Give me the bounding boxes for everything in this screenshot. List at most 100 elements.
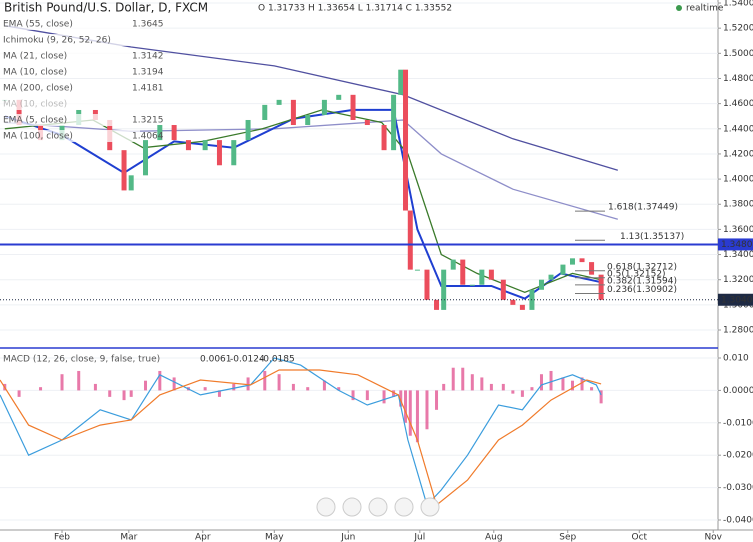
histogram-bar bbox=[489, 383, 493, 391]
histogram-bar bbox=[404, 390, 408, 423]
candle bbox=[500, 279, 506, 300]
legend-bg bbox=[0, 50, 140, 62]
x-tick-label: Feb bbox=[54, 533, 70, 542]
histogram-bar bbox=[451, 367, 455, 391]
candle bbox=[245, 119, 251, 141]
candle bbox=[598, 274, 604, 300]
y-tick-label: 1.28000 bbox=[723, 326, 753, 336]
histogram-bar bbox=[590, 387, 594, 391]
histogram-bar bbox=[435, 390, 439, 410]
x-tick-label: Oct bbox=[632, 533, 648, 542]
candle bbox=[424, 269, 430, 300]
x-tick-label: Aug bbox=[485, 533, 503, 542]
y-tick-label: 1.48000 bbox=[723, 74, 753, 84]
y-tick-label: 1.52000 bbox=[723, 24, 753, 34]
y-tick-label: 1.40000 bbox=[723, 175, 753, 185]
candle bbox=[128, 175, 134, 191]
histogram-bar bbox=[399, 390, 403, 407]
candle bbox=[548, 274, 554, 280]
y-tick-label: 1.50000 bbox=[723, 49, 753, 59]
legend-bg bbox=[0, 130, 140, 142]
zoom-in[interactable] bbox=[394, 497, 414, 517]
histogram-bar bbox=[470, 374, 474, 391]
histogram-bar bbox=[217, 390, 221, 397]
candle bbox=[202, 140, 208, 151]
histogram-bar bbox=[17, 390, 21, 397]
candle bbox=[305, 114, 311, 126]
fib-label: 0.382(1.31594) bbox=[607, 276, 677, 286]
histogram-bar bbox=[480, 377, 484, 391]
fib-label: 1.618(1.37449) bbox=[608, 203, 678, 213]
candle bbox=[589, 262, 595, 275]
y-tick-label: 1.54000 bbox=[723, 0, 753, 9]
legend-label: MA (10, close) bbox=[3, 68, 67, 78]
histogram-bar bbox=[337, 387, 341, 391]
histogram-bar bbox=[382, 390, 386, 404]
histogram-bar bbox=[277, 374, 281, 391]
legend-value: 1.3645 bbox=[132, 20, 164, 30]
x-tick-label: Apr bbox=[195, 533, 211, 542]
scroll-left[interactable] bbox=[316, 497, 336, 517]
legend-value: 1.4181 bbox=[132, 84, 164, 94]
y-tick-label: 0.0000 bbox=[723, 386, 753, 396]
scroll-right[interactable] bbox=[420, 497, 440, 517]
candle bbox=[579, 258, 585, 263]
candle bbox=[336, 94, 342, 100]
candle bbox=[398, 69, 404, 95]
indicator-line bbox=[0, 357, 602, 507]
candle bbox=[414, 269, 420, 271]
histogram-bar bbox=[263, 370, 267, 391]
candle bbox=[231, 140, 237, 166]
candle bbox=[441, 269, 447, 310]
y-tick-label: 1.44000 bbox=[723, 124, 753, 134]
histogram-bar bbox=[60, 374, 64, 391]
histogram-bar bbox=[561, 377, 565, 391]
legend-value: 1.3215 bbox=[132, 116, 164, 126]
histogram-bar bbox=[144, 380, 148, 391]
histogram-bar bbox=[77, 370, 81, 391]
legend-value: 1.3142 bbox=[132, 52, 164, 62]
candle bbox=[569, 258, 575, 265]
histogram-bar bbox=[408, 390, 412, 436]
histogram-bar bbox=[322, 380, 326, 391]
candle bbox=[538, 279, 544, 290]
zoom-controls[interactable] bbox=[316, 497, 440, 517]
candle bbox=[479, 269, 485, 285]
candle bbox=[321, 99, 327, 115]
y-tick-label: -0.0200 bbox=[723, 451, 753, 461]
histogram-bar bbox=[501, 383, 505, 391]
candle bbox=[171, 125, 177, 141]
legend-label: MA (200, close) bbox=[3, 84, 73, 94]
histogram-bar bbox=[530, 387, 534, 391]
legend-label: MA (21, close) bbox=[3, 52, 67, 62]
legend-value: 1.3194 bbox=[132, 68, 164, 78]
candle bbox=[460, 259, 466, 285]
zoom-out[interactable] bbox=[342, 497, 362, 517]
candle bbox=[157, 125, 163, 141]
histogram-bar bbox=[580, 377, 584, 391]
legend-label: Ichimoku (9, 26, 52, 26) bbox=[3, 36, 111, 46]
legend-bg bbox=[0, 66, 140, 78]
candle bbox=[381, 125, 387, 151]
candle bbox=[434, 299, 440, 310]
histogram-bar bbox=[93, 383, 97, 391]
price-tag bbox=[718, 238, 753, 251]
candle bbox=[216, 140, 222, 166]
y-tick-label: 1.42000 bbox=[723, 149, 753, 159]
fib-label: 1.13(1.35137) bbox=[620, 232, 684, 242]
histogram-bar bbox=[129, 390, 133, 397]
candle bbox=[469, 284, 475, 286]
legend-bg bbox=[0, 18, 140, 30]
histogram-bar bbox=[520, 390, 524, 397]
histogram-bar bbox=[39, 387, 43, 391]
histogram-bar bbox=[203, 387, 207, 391]
y-tick-label: -0.0300 bbox=[723, 483, 753, 493]
indicator-line bbox=[4, 108, 602, 300]
x-tick-label: Mar bbox=[120, 533, 137, 542]
candle bbox=[16, 99, 22, 126]
y-tick-label: 1.46000 bbox=[723, 99, 753, 109]
legend-label: EMA (55, close) bbox=[3, 20, 73, 30]
histogram-bar bbox=[122, 390, 126, 401]
reset[interactable] bbox=[368, 497, 388, 517]
